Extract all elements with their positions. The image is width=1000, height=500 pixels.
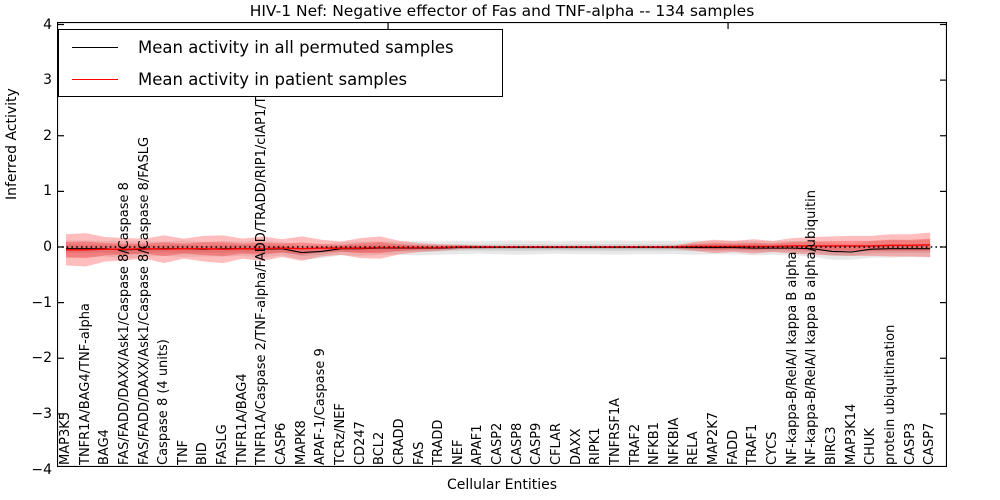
y-tick-label: 3 bbox=[43, 72, 52, 89]
patient-band-inner bbox=[66, 238, 931, 259]
patient-band-outer bbox=[66, 232, 931, 267]
x-axis-label: Cellular Entities bbox=[446, 477, 558, 493]
legend-line-permuted bbox=[72, 46, 118, 48]
y-axis-label: Inferred Activity bbox=[4, 88, 20, 200]
legend-line-patient bbox=[72, 78, 118, 80]
legend-item-patient: Mean activity in patient samples bbox=[59, 66, 502, 92]
y-tick-label: −3 bbox=[31, 405, 52, 422]
plot-area bbox=[57, 22, 947, 467]
legend-item-permuted: Mean activity in all permuted samples bbox=[59, 34, 502, 60]
axes-spines bbox=[57, 22, 947, 467]
permuted-band-outer bbox=[66, 239, 931, 260]
legend-label-patient: Mean activity in patient samples bbox=[138, 69, 408, 89]
legend-label-permuted: Mean activity in all permuted samples bbox=[138, 37, 454, 57]
y-tick-label: 0 bbox=[43, 239, 52, 255]
y-tick-label: −1 bbox=[31, 294, 52, 311]
patient-mean-line bbox=[66, 244, 931, 251]
legend: Mean activity in all permuted samples Me… bbox=[58, 29, 503, 97]
y-tick-label: −2 bbox=[31, 350, 52, 367]
y-tick-label: 4 bbox=[43, 16, 52, 33]
chart-title: HIV-1 Nef: Negative effector of Fas and … bbox=[249, 2, 755, 20]
y-tick-label: −4 bbox=[31, 461, 52, 478]
